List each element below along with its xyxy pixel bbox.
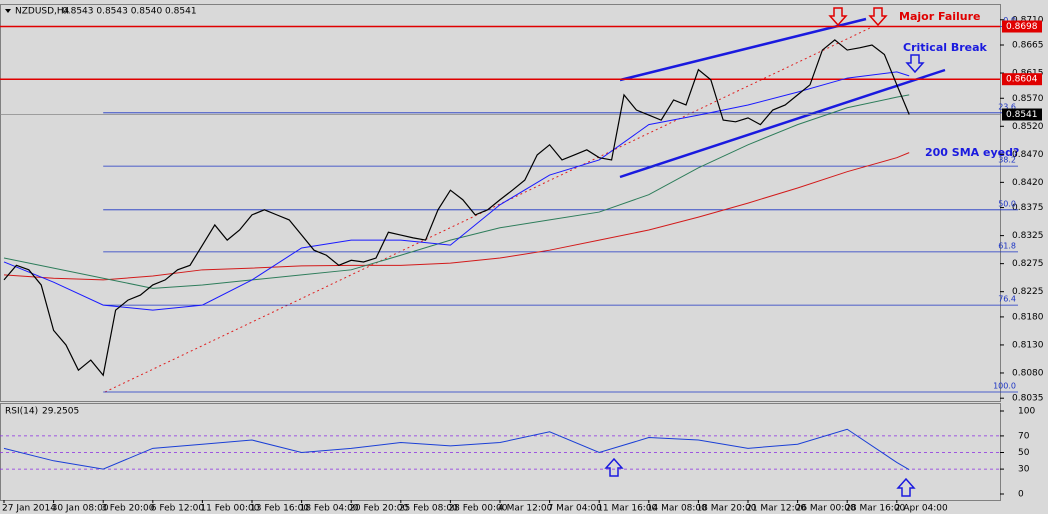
x-tick-label: 25 Feb 08:00 [399,504,458,514]
y-tick-label: 0 [1018,490,1024,500]
x-tick-label: 28 Feb 00:00 [448,504,507,514]
down-arrow [868,7,888,27]
moving-average [3,152,910,281]
moving-average [3,94,910,289]
fib-label: 50.0 [998,199,1016,208]
rsi-value: 29.2505 [42,407,79,417]
x-tick-label: 11 Mar 16:00 [597,504,657,514]
x-tick-label: 6 Feb 12:00 [151,504,205,514]
fib-trend-line [104,27,871,393]
y-tick-label: 0.8375 [1012,203,1044,213]
x-tick-label: 11 Feb 00:00 [200,504,259,514]
y-tick-label: 0.8035 [1012,394,1044,404]
menu-arrow [5,9,11,13]
x-tick-label: 27 Jan 2014 [2,504,56,514]
fib-label: 76.4 [998,295,1016,304]
x-tick-label: 30 Jan 08:00 [52,504,109,514]
up-arrow [896,477,916,497]
x-tick-label: 20 Feb 20:00 [349,504,408,514]
x-tick-label: 26 Mar 00:00 [796,504,856,514]
x-tick-label: 4 Mar 12:00 [498,504,553,514]
y-tick-label: 0.8275 [1012,259,1044,269]
fib-label: 38.2 [998,156,1016,165]
y-tick-label: 0.8080 [1012,368,1044,378]
x-tick-label: 7 Mar 04:00 [548,504,603,514]
price-box [1002,20,1042,33]
y-tick-label: 0.8325 [1012,231,1044,241]
fib-label: 61.8 [998,241,1016,250]
y-tick-label: 50 [1018,448,1030,458]
annotation: 200 SMA eyed? [925,146,1019,159]
annotation: Major Failure [899,10,981,23]
y-tick-label: 70 [1018,431,1030,441]
y-tick-label: 0.8710 [1012,15,1044,25]
x-tick-label: 3 Feb 20:00 [101,504,155,514]
y-tick-label: 0.8570 [1012,94,1044,104]
y-tick-label: 0.8420 [1012,178,1044,188]
y-tick-label: 0.8665 [1012,41,1044,51]
down-arrow [905,54,925,74]
y-tick-label: 30 [1018,465,1030,475]
x-tick-label: 14 Mar 08:00 [647,504,707,514]
x-tick-label: 18 Feb 04:00 [300,504,359,514]
rsi-line [3,428,910,471]
price-box-label: 0.8541 [1006,110,1038,120]
rsi-title: RSI(14) [5,407,38,417]
x-tick-label: 28 Mar 16:00 [845,504,905,514]
x-tick-label: 18 Mar 20:00 [696,504,756,514]
y-tick-label: 0.8520 [1012,122,1044,132]
y-tick-label: 0.8180 [1012,312,1044,322]
fib-label: 23.6 [998,102,1016,111]
x-tick-label: 2 Apr 04:00 [895,504,948,514]
price-box-label: 0.8604 [1006,75,1038,85]
price-box [1002,108,1042,121]
annotation: Critical Break [903,41,988,54]
y-tick-label: 100 [1018,407,1035,417]
down-arrow [828,7,848,27]
y-tick-label: 0.8470 [1012,150,1044,160]
y-tick-label: 0.8225 [1012,287,1044,297]
ohlc: 0.8543 0.8543 0.8540 0.8541 [62,7,197,17]
price-panel [0,4,1001,402]
moving-average [3,71,910,311]
price-box [1002,73,1042,86]
y-tick-label: 0.8130 [1012,340,1044,350]
x-tick-label: 13 Feb 16:00 [250,504,309,514]
x-tick-label: 21 Mar 12:00 [746,504,806,514]
channel-lower [619,68,946,179]
price-box-label: 0.8698 [1006,22,1038,32]
symbol: NZDUSD,H4 [15,7,70,17]
up-arrow [604,457,624,477]
channel-upper [619,17,867,82]
fib-label: 100.0 [993,382,1016,391]
price-line [3,39,910,377]
